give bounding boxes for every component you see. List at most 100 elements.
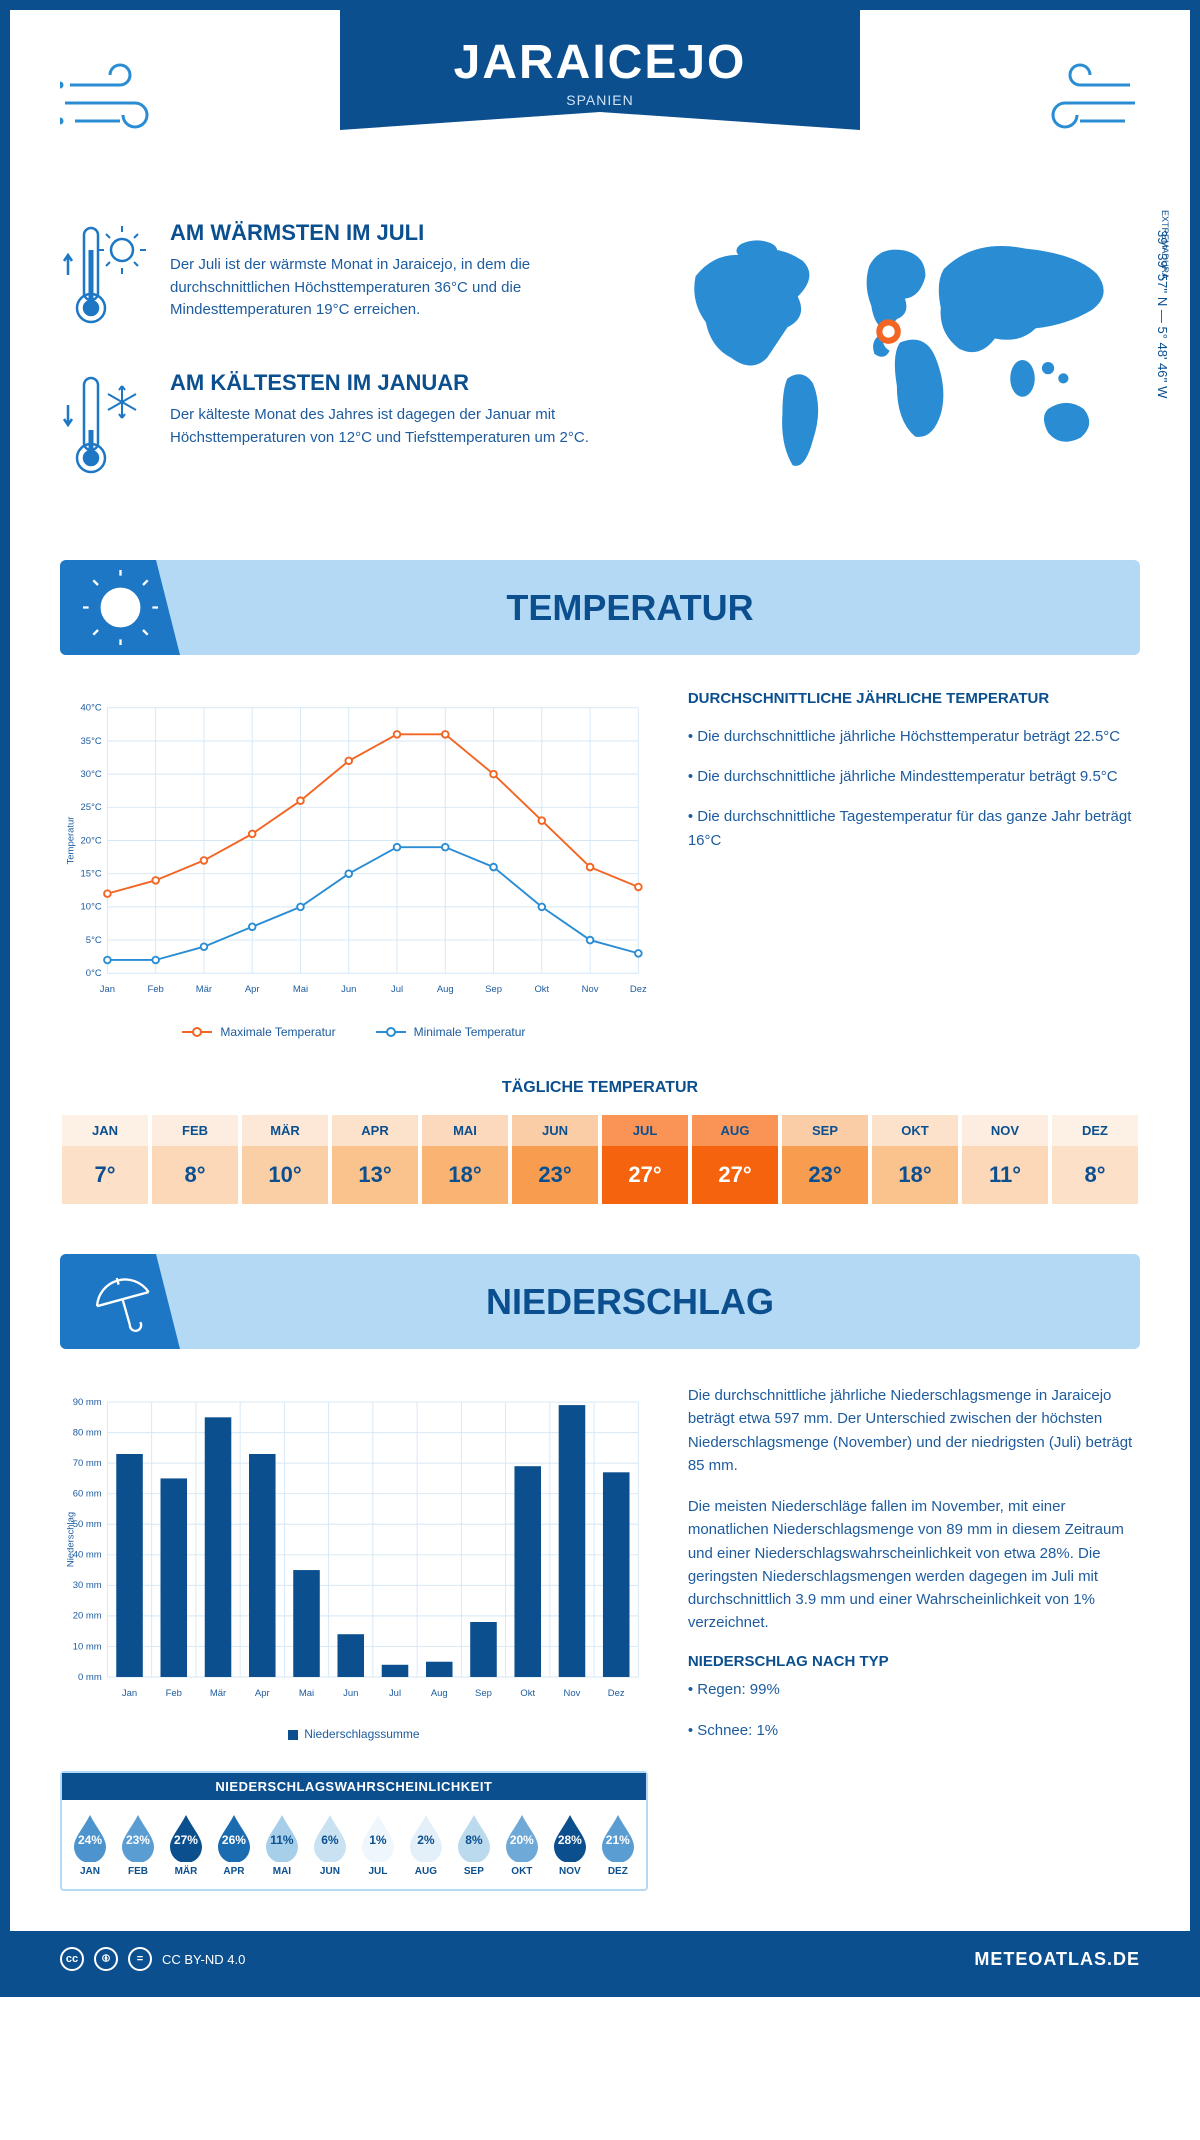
svg-text:Feb: Feb [148,984,164,995]
temperature-line-chart: 0°C5°C10°C15°C20°C25°C30°C35°C40°CJanFeb… [60,690,648,1039]
svg-text:Mai: Mai [293,984,308,995]
temperature-section-header: TEMPERATUR [60,560,1140,655]
svg-text:Temperatur: Temperatur [65,817,76,865]
page-title: JARAICEJO [340,10,860,90]
prob-cell: 2%AUG [402,1812,450,1877]
daily-temp-cell: NOV11° [960,1115,1050,1204]
svg-text:70 mm: 70 mm [73,1458,102,1469]
precip-para-1: Die durchschnittliche jährliche Niedersc… [688,1384,1140,1477]
precip-legend: Niederschlagssumme [60,1727,648,1741]
svg-text:Dez: Dez [608,1688,625,1699]
svg-text:Feb: Feb [166,1688,182,1699]
precipitation-section-header: NIEDERSCHLAG [60,1254,1140,1349]
prob-cell: 6%JUN [306,1812,354,1877]
svg-text:5°C: 5°C [86,935,102,946]
svg-text:Niederschlag: Niederschlag [65,1512,76,1567]
prob-cell: 24%JAN [66,1812,114,1877]
daily-temp-cell: JUN23° [510,1115,600,1204]
nd-icon: = [128,1947,152,1971]
precipitation-bar-chart: 0 mm10 mm20 mm30 mm40 mm50 mm60 mm70 mm8… [60,1384,648,1714]
prob-cell: 11%MAI [258,1812,306,1877]
svg-text:Apr: Apr [255,1688,270,1699]
daily-temp-cell: JUL27° [600,1115,690,1204]
svg-text:Nov: Nov [564,1688,581,1699]
thermometer-hot-icon [60,220,150,335]
license-label: CC BY-ND 4.0 [162,1952,245,1967]
svg-text:Okt: Okt [520,1688,535,1699]
legend-max: Maximale Temperatur [182,1025,335,1039]
svg-text:Mär: Mär [196,984,212,995]
svg-text:15°C: 15°C [81,869,102,880]
precipitation-probability-box: NIEDERSCHLAGSWAHRSCHEINLICHKEIT 24%JAN23… [60,1771,648,1891]
title-banner: JARAICEJO SPANIEN [340,10,860,150]
prob-cell: 28%NOV [546,1812,594,1877]
wind-icon [1020,55,1140,150]
svg-text:0 mm: 0 mm [78,1672,102,1683]
thermometer-cold-icon [60,370,150,485]
svg-text:25°C: 25°C [81,802,102,813]
header: JARAICEJO SPANIEN [60,30,1140,220]
svg-text:10 mm: 10 mm [73,1641,102,1652]
warmest-text: Der Juli ist der wärmste Monat in Jaraic… [170,254,630,322]
prob-cell: 20%OKT [498,1812,546,1877]
prob-title: NIEDERSCHLAGSWAHRSCHEINLICHKEIT [62,1773,646,1800]
svg-text:90 mm: 90 mm [73,1397,102,1408]
svg-text:Jan: Jan [100,984,115,995]
prob-cell: 27%MÄR [162,1812,210,1877]
svg-text:40°C: 40°C [81,703,102,714]
coldest-title: AM KÄLTESTEN IM JANUAR [170,370,630,396]
prob-cell: 8%SEP [450,1812,498,1877]
svg-text:20 mm: 20 mm [73,1611,102,1622]
daily-temp-cell: MÄR10° [240,1115,330,1204]
page-subtitle: SPANIEN [340,92,860,108]
svg-text:Sep: Sep [485,984,502,995]
overview-section: AM WÄRMSTEN IM JULI Der Juli ist der wär… [60,220,1140,520]
daily-temp-cell: AUG27° [690,1115,780,1204]
temperature-title: TEMPERATUR [120,587,1140,629]
precipitation-title: NIEDERSCHLAG [120,1281,1140,1323]
world-map [670,220,1140,486]
daily-temp-cell: DEZ8° [1050,1115,1140,1204]
precip-type-1: • Regen: 99% [688,1678,1140,1701]
daily-temperature-strip: JAN7°FEB8°MÄR10°APR13°MAI18°JUN23°JUL27°… [60,1115,1140,1204]
svg-text:Apr: Apr [245,984,260,995]
temp-desc-title: DURCHSCHNITTLICHE JÄHRLICHE TEMPERATUR [688,690,1140,707]
svg-text:Nov: Nov [582,984,599,995]
coldest-text: Der kälteste Monat des Jahres ist dagege… [170,404,630,449]
svg-text:50 mm: 50 mm [73,1519,102,1530]
svg-text:Aug: Aug [437,984,454,995]
legend-min: Minimale Temperatur [376,1025,526,1039]
warmest-month-block: AM WÄRMSTEN IM JULI Der Juli ist der wär… [60,220,630,335]
wind-icon [60,55,180,150]
coldest-month-block: AM KÄLTESTEN IM JANUAR Der kälteste Mona… [60,370,630,485]
daily-temp-cell: JAN7° [60,1115,150,1204]
daily-temp-cell: MAI18° [420,1115,510,1204]
svg-text:Mai: Mai [299,1688,314,1699]
prob-cell: 26%APR [210,1812,258,1877]
footer: cc 🅯 = CC BY-ND 4.0 METEOATLAS.DE [10,1931,1190,1987]
svg-text:Jan: Jan [122,1688,137,1699]
precip-type-title: NIEDERSCHLAG NACH TYP [688,1653,1140,1670]
daily-temp-cell: FEB8° [150,1115,240,1204]
svg-text:Sep: Sep [475,1688,492,1699]
svg-text:20°C: 20°C [81,835,102,846]
svg-text:40 mm: 40 mm [73,1550,102,1561]
prob-cell: 1%JUL [354,1812,402,1877]
precip-para-2: Die meisten Niederschläge fallen im Nove… [688,1495,1140,1635]
daily-temp-cell: SEP23° [780,1115,870,1204]
svg-text:10°C: 10°C [81,902,102,913]
svg-text:Jun: Jun [341,984,356,995]
svg-text:80 mm: 80 mm [73,1427,102,1438]
daily-temp-title: TÄGLICHE TEMPERATUR [60,1079,1140,1097]
prob-cell: 23%FEB [114,1812,162,1877]
temp-desc-2: • Die durchschnittliche jährliche Mindes… [688,765,1140,789]
by-icon: 🅯 [94,1947,118,1971]
svg-text:Dez: Dez [630,984,647,995]
coordinates: 39° 39' 57'' N — 5° 48' 46'' W [1155,230,1170,398]
site-name: METEOATLAS.DE [974,1949,1140,1970]
daily-temp-cell: OKT18° [870,1115,960,1204]
svg-text:Okt: Okt [534,984,549,995]
temp-desc-3: • Die durchschnittliche Tagestemperatur … [688,805,1140,853]
sun-icon [60,560,180,655]
umbrella-icon [60,1254,180,1349]
